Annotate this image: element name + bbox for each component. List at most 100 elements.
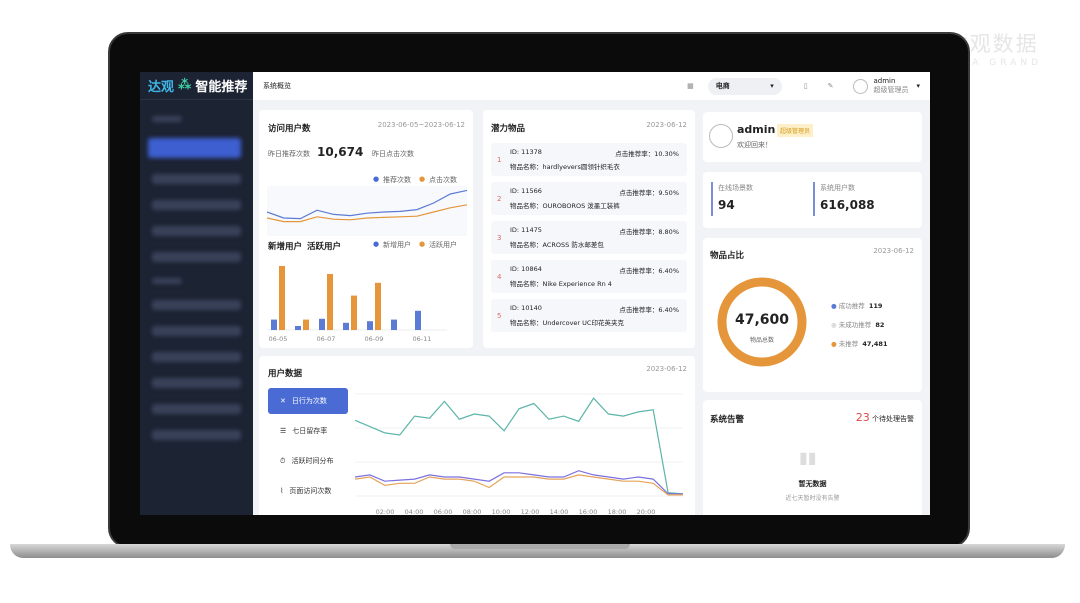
chevron-down-icon: ▾	[770, 82, 774, 90]
legend-dot: ●	[373, 175, 380, 183]
legend-dot: ●	[419, 175, 426, 183]
sidebar-item[interactable]	[152, 326, 241, 336]
donut-segment-unrecommended	[717, 277, 807, 367]
x-tick: 12:00	[521, 508, 540, 515]
sidebar-item-active[interactable]	[148, 138, 241, 158]
bar-active-06-07	[327, 274, 333, 330]
users-bar-chart: 06-05 06-07 06-09 06-11	[267, 266, 447, 342]
x-tick: 06-07	[317, 335, 336, 342]
line-0	[267, 189, 467, 220]
breadcrumb: 系统概览	[263, 82, 291, 90]
nodes-icon: ✕	[280, 397, 286, 405]
x-tick: 10:00	[492, 508, 511, 515]
tab-page-visits[interactable]: ⌇ 页面访问次数	[280, 487, 332, 495]
sidebar-item[interactable]	[152, 352, 241, 362]
x-tick: 20:00	[637, 508, 656, 515]
x-tick: 06-09	[365, 335, 384, 342]
legend-dot: ●	[831, 321, 837, 329]
grid-icon[interactable]: ▦	[687, 82, 694, 90]
bar-active-06-09	[375, 282, 381, 330]
x-tick: 08:00	[463, 508, 482, 515]
sidebar-item[interactable]	[152, 174, 241, 184]
sidebar: 达观 ⁂ 智能推荐	[140, 72, 253, 515]
dashboard-screen: 达观 ⁂ 智能推荐 系统概览 ▦ 电商 ▾ ▯ ✎ admin 超级管理员 ▾ 访问用户…	[140, 72, 930, 515]
visits-line-chart	[267, 186, 467, 236]
x-tick: 06:00	[434, 508, 453, 515]
rank: 2	[497, 195, 502, 203]
tab-retention[interactable]: ☰ 七日留存率	[280, 427, 328, 435]
potential-item[interactable]: 1 ID: 11378 点击推荐率：10.30% 物品名称：hardlyevers圆领…	[491, 143, 687, 176]
series-line-1	[355, 470, 683, 495]
line-icon: ⌇	[280, 487, 284, 495]
potential-items-card: 潜力物品 2023-06-12 1 ID: 11378 点击推荐率：10.30% 物品…	[483, 110, 695, 348]
rank: 5	[497, 312, 502, 320]
sidebar-group-label	[152, 116, 182, 122]
rank: 4	[497, 273, 502, 281]
sidebar-item[interactable]	[152, 404, 241, 414]
legend-dot: ●	[419, 240, 426, 248]
ratio-legend-item: ● 成功推荐 119	[831, 302, 883, 310]
alert-count: 23	[855, 411, 870, 424]
line-1	[267, 204, 467, 223]
legend-dot: ●	[831, 302, 837, 310]
x-tick: 06-11	[413, 335, 432, 342]
chevron-down-icon[interactable]: ▾	[916, 82, 920, 90]
item-ratio-card: 物品占比 2023-06-12 47,600 物品总数 ● 成功推荐 119 ● …	[703, 238, 922, 392]
bar-new-06-09	[367, 321, 373, 330]
ratio-donut	[717, 277, 807, 367]
stopwatch-icon: ⏱	[280, 456, 286, 465]
role-badge: 超级管理员	[777, 124, 814, 137]
sidebar-item[interactable]	[152, 378, 241, 388]
legend-dot: ●	[373, 240, 380, 248]
profile-card: admin 超级管理员 欢迎回来！	[703, 112, 922, 162]
potential-item[interactable]: 2 ID: 11566 点击推荐率：9.50% 物品名称：OUROBOROS 泼墨工装…	[491, 182, 687, 215]
bar-new-06-08	[343, 322, 349, 330]
scene-select[interactable]: 电商 ▾	[707, 77, 782, 95]
bar-active-06-06	[303, 319, 309, 330]
sidebar-group-label	[152, 278, 182, 284]
tab-daily-actions[interactable]: ✕ 日行为次数	[268, 388, 348, 414]
avatar[interactable]	[853, 78, 869, 94]
potential-item[interactable]: 3 ID: 11475 点击推荐率：8.80% 物品名称：ACROSS 防水邮差包	[491, 221, 687, 254]
legend-dot: ●	[831, 340, 837, 348]
sidebar-item[interactable]	[152, 200, 241, 210]
empty-chart-icon: ▮▮	[799, 448, 817, 467]
ratio-legend-item: ● 未推荐 47,481	[831, 340, 888, 348]
potential-item[interactable]: 5 ID: 10140 点击推荐率：6.40% 物品名称：Undercover UC印…	[491, 299, 687, 332]
x-tick: 04:00	[405, 508, 424, 515]
pen-icon[interactable]: ✎	[827, 82, 834, 90]
rank: 1	[497, 156, 502, 164]
sidebar-item[interactable]	[152, 252, 241, 262]
bar-new-06-10	[391, 319, 397, 330]
series-line-0	[355, 397, 684, 495]
potential-item[interactable]: 4 ID: 10864 点击推荐率：6.40% 物品名称：Nike Experienc…	[491, 260, 687, 293]
brand-logo: 达观 ⁂ 智能推荐	[140, 72, 253, 100]
rec-count: 10,674	[317, 145, 364, 159]
bar-active-06-08	[351, 295, 357, 330]
avatar	[709, 124, 733, 148]
user-menu[interactable]: admin 超级管理员	[873, 77, 909, 94]
x-tick: 14:00	[550, 508, 569, 515]
brand-icon: ⁂	[178, 78, 192, 93]
laptop-base	[10, 544, 1065, 558]
document-icon[interactable]: ▯	[803, 82, 808, 90]
sidebar-item[interactable]	[152, 300, 241, 310]
bar-new-06-06	[295, 326, 301, 330]
bars-icon: ☰	[280, 427, 287, 435]
bar-active-06-05	[279, 266, 285, 330]
alerts-card: 系统告警 23 个待处理告警 ▮▮ 暂无数据 近七天暂时没有告警	[703, 400, 922, 515]
bar-new-06-11	[415, 310, 421, 330]
sidebar-item[interactable]	[152, 430, 241, 440]
series-line-2	[355, 474, 683, 496]
visits-card: 访问用户数 2023-06-05~2023-06-12 昨日推荐次数 10,67…	[259, 110, 473, 348]
user-data-line-chart: 02:00 04:00 06:00 08:00 10:00 12:00 14:00 16:00…	[355, 393, 684, 515]
x-tick: 18:00	[608, 508, 627, 515]
top-bar: 系统概览 ▦ 电商 ▾ ▯ ✎ admin 超级管理员 ▾	[253, 72, 930, 100]
tab-active-time[interactable]: ⏱ 活跃时间分布	[280, 456, 334, 466]
laptop-notch	[450, 544, 630, 549]
rank: 3	[497, 234, 502, 242]
x-tick: 06-05	[269, 335, 288, 342]
stats-card: 在线场景数 94 系统用户数 616,088	[703, 172, 922, 228]
x-tick: 02:00	[376, 508, 395, 515]
sidebar-item[interactable]	[152, 226, 241, 236]
